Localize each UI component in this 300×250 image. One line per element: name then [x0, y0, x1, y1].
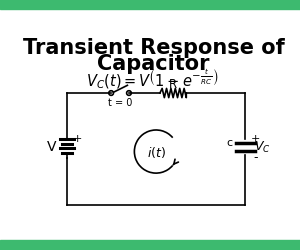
- Text: +: +: [250, 134, 260, 144]
- Text: c: c: [226, 137, 233, 147]
- Text: +: +: [73, 134, 83, 144]
- Text: $V_C(t) = V\left(1 - e^{-\frac{t}{RC}}\right)$: $V_C(t) = V\left(1 - e^{-\frac{t}{RC}}\r…: [86, 68, 218, 91]
- Text: R: R: [169, 77, 177, 90]
- Text: t = 0: t = 0: [108, 97, 133, 107]
- Text: Transient Response of: Transient Response of: [23, 38, 285, 58]
- Text: V: V: [47, 140, 56, 153]
- Text: $i(t)$: $i(t)$: [146, 144, 166, 160]
- Text: -: -: [253, 150, 257, 163]
- Text: $V_C$: $V_C$: [254, 140, 271, 155]
- Text: Capacitor: Capacitor: [98, 54, 210, 74]
